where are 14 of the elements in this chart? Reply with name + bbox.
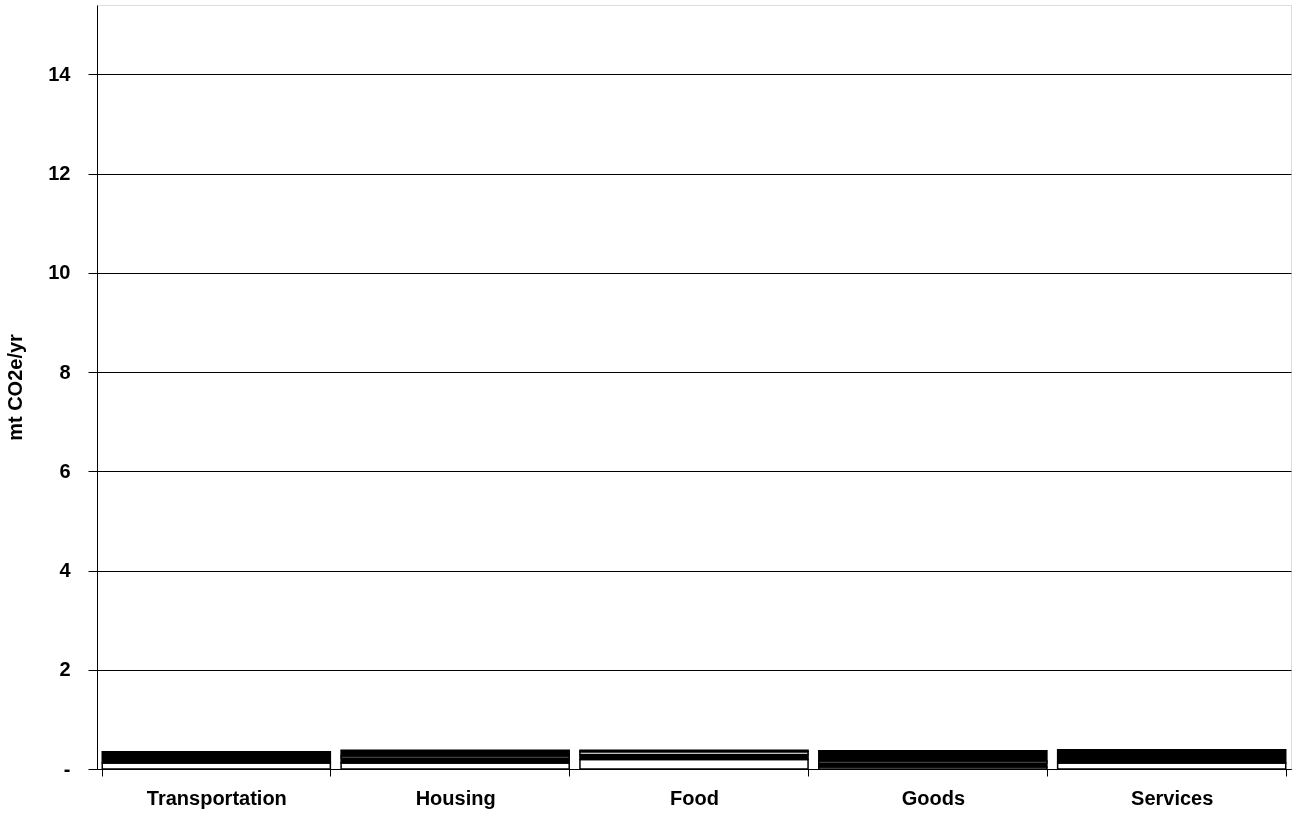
- y-tick-label: 4: [59, 559, 72, 582]
- y-tick-label: -: [63, 757, 71, 780]
- x-tick-label: Services: [1131, 786, 1214, 809]
- y-tick-label: 2: [59, 658, 71, 681]
- y-tick-label: 8: [59, 360, 71, 383]
- y-tick-label: 12: [48, 162, 71, 185]
- y-axis-title: mt CO2e/yr: [4, 333, 27, 441]
- x-tick-label: Transportation: [146, 786, 287, 809]
- y-tick-label: 6: [59, 459, 71, 482]
- x-tick-label: Food: [670, 786, 719, 809]
- x-tick-label: Housing: [415, 786, 496, 809]
- y-tick-label: 14: [48, 62, 72, 85]
- x-tick-label: Goods: [901, 786, 966, 809]
- y-tick-label: 10: [48, 261, 71, 284]
